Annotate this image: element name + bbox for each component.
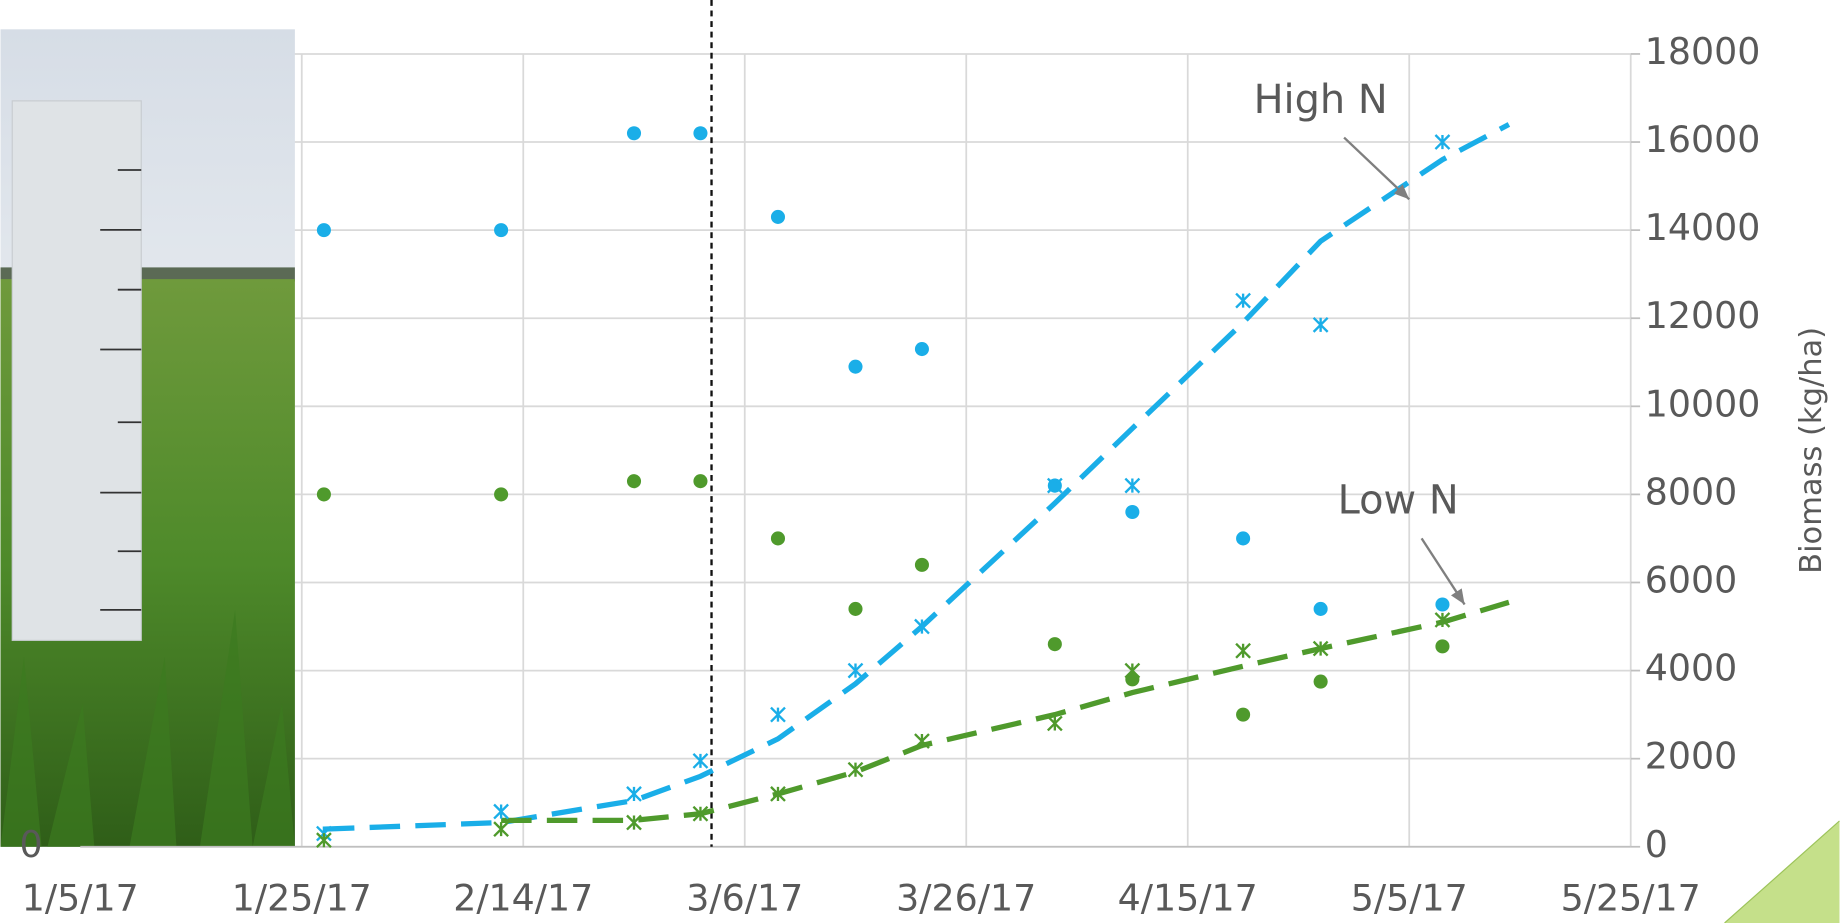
point: [1434, 612, 1451, 628]
point: [316, 223, 331, 238]
point: [770, 531, 786, 546]
arrow-head: [1450, 588, 1465, 605]
point: [770, 706, 786, 723]
plot: 0 2000 4000 6000 8000 10000 12000 14000 16000 180…: [19, 0, 1760, 920]
y-tick-label: 8000: [1645, 470, 1738, 513]
y-tick-label: 16000: [1645, 118, 1761, 161]
point: [693, 474, 708, 489]
point: [1312, 316, 1329, 333]
point: [848, 601, 863, 616]
x-tick-label: 3/6/17: [686, 877, 803, 920]
point: [1124, 662, 1141, 679]
arrow-head: [1393, 184, 1410, 200]
point: [1046, 715, 1063, 732]
grid: [79, 53, 1632, 848]
point: [626, 474, 642, 489]
point: [494, 487, 509, 502]
annotation: Low N: [1338, 478, 1459, 524]
point: [316, 487, 331, 502]
y-tick-label: 6000: [1645, 558, 1738, 601]
y-tick-label: 12000: [1645, 294, 1761, 337]
point: [1435, 597, 1450, 612]
field-photo: [0, 29, 295, 847]
y-tick-label: 14000: [1645, 206, 1761, 249]
point: [1236, 531, 1251, 546]
point: [1047, 637, 1062, 652]
point: [1235, 642, 1251, 659]
point: [914, 557, 929, 572]
y-tick-label: 18000: [1645, 30, 1761, 73]
point: [1236, 707, 1251, 722]
x-tick-label: 5/25/17: [1561, 877, 1701, 920]
x-tick-label: 3/26/17: [896, 877, 1036, 920]
point: [1235, 292, 1251, 309]
point: [493, 821, 509, 838]
point: [626, 126, 642, 141]
y-tick-label: 0: [1645, 823, 1668, 866]
point: [493, 803, 509, 820]
point: [494, 223, 509, 238]
x-tick-label: 4/15/17: [1118, 877, 1258, 920]
point: [316, 832, 332, 849]
point: [770, 209, 786, 224]
x-tick-label: 5/5/17: [1351, 877, 1468, 920]
point: [692, 805, 709, 822]
y-tick-label: 4000: [1645, 647, 1738, 690]
point: [1435, 639, 1450, 654]
x-tick-label: 1/25/17: [232, 877, 372, 920]
point: [626, 814, 642, 831]
point: [1313, 674, 1328, 689]
point: [1312, 640, 1329, 657]
trend-line: [501, 599, 1510, 823]
y-tick-label: 10000: [1645, 382, 1761, 425]
point: [1046, 477, 1063, 494]
point: [770, 786, 786, 802]
point: [692, 753, 709, 769]
point: [847, 662, 864, 679]
x-tick-label: 2/14/17: [453, 877, 593, 920]
point: [1313, 601, 1328, 616]
point: [848, 359, 863, 374]
point: [693, 126, 708, 141]
y-tick-label: 2000: [1645, 735, 1738, 778]
point: [914, 618, 930, 635]
y2-tick-label: 0: [19, 823, 42, 866]
point: [626, 786, 642, 802]
point: [1124, 477, 1141, 494]
corner-decoration: [1724, 820, 1840, 923]
point: [1125, 672, 1140, 687]
point: [914, 342, 929, 357]
point: [1434, 134, 1451, 150]
annotation: High N: [1254, 77, 1388, 123]
x-tick-label: 1/5/17: [22, 877, 139, 920]
point: [914, 733, 930, 749]
y-axis-label: Biomass (kg/ha): [1794, 327, 1829, 574]
point: [1125, 504, 1140, 520]
point: [847, 761, 864, 778]
